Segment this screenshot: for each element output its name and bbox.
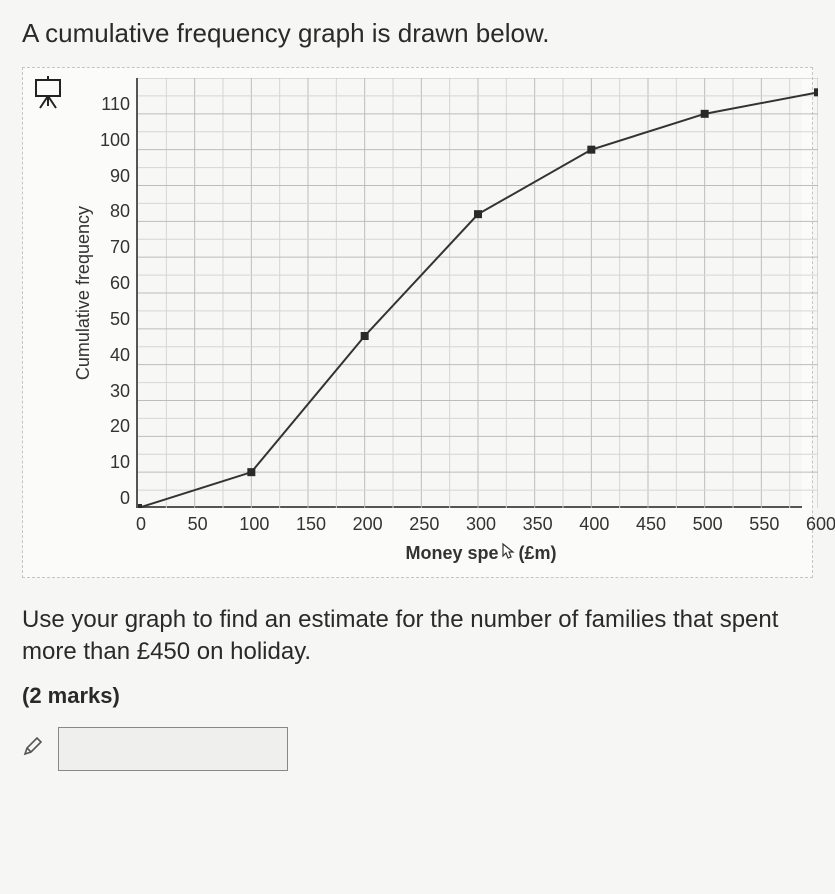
x-axis-label-pre: Money spe <box>405 543 498 563</box>
x-axis-label: Money spe (£m) <box>141 542 821 567</box>
pencil-icon <box>22 735 44 762</box>
question-text: Use your graph to find an estimate for t… <box>22 604 813 669</box>
x-axis-ticks: 050100150200250300350400450500550600 <box>141 514 821 536</box>
marks-label: (2 marks) <box>22 683 813 709</box>
answer-row <box>22 727 813 771</box>
x-axis-label-post: (£m) <box>519 543 557 563</box>
y-axis-label: Cumulative frequency <box>71 206 96 380</box>
y-axis-ticks: 1101009080706050403020100 <box>96 78 136 508</box>
easel-icon[interactable] <box>31 76 65 110</box>
cursor-icon <box>499 542 519 567</box>
chart-heading: A cumulative frequency graph is drawn be… <box>22 18 813 49</box>
answer-input[interactable] <box>58 727 288 771</box>
chart-plot-area <box>136 78 802 508</box>
chart-panel: Cumulative frequency 1101009080706050403… <box>22 67 813 578</box>
